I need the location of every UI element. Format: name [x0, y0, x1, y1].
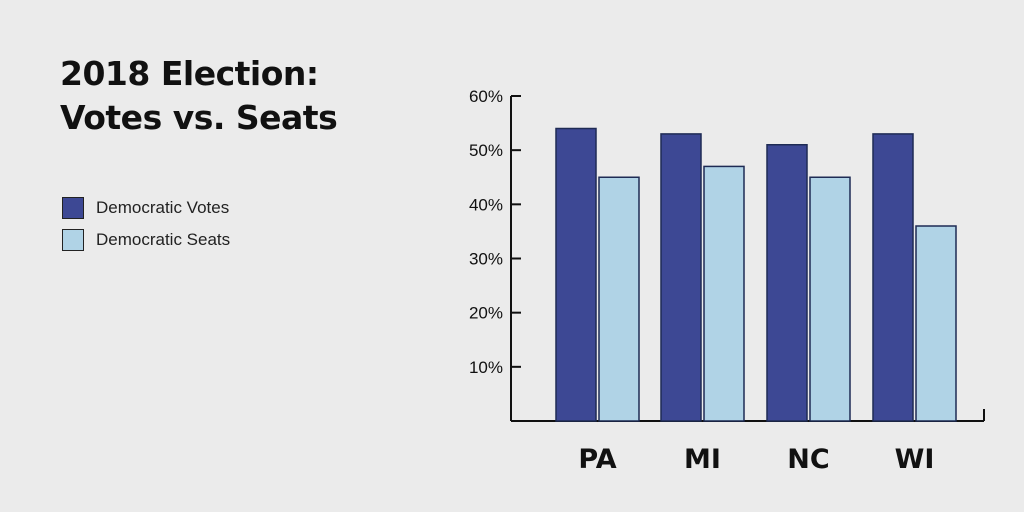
bar-democratic-votes — [660, 133, 702, 422]
legend-label-seats: Democratic Seats — [96, 230, 231, 249]
y-tick-label: 50% — [469, 141, 503, 160]
chart-title-line-2: Votes vs. Seats — [60, 98, 338, 137]
y-tick-label: 30% — [469, 250, 503, 269]
bar-democratic-votes — [555, 127, 597, 422]
bar-democratic-seats — [598, 176, 640, 422]
x-tick-label: PA — [578, 444, 616, 475]
legend: Democratic Votes Democratic Seats — [62, 196, 230, 260]
legend-swatch-seats — [62, 229, 84, 251]
x-tick-label: NC — [787, 444, 829, 475]
bar-democratic-seats — [809, 176, 851, 422]
y-tick-label: 20% — [469, 304, 503, 323]
bar-democratic-seats — [703, 165, 745, 422]
chart-title: 2018 Election: Votes vs. Seats — [60, 52, 338, 140]
legend-swatch-votes — [62, 197, 84, 219]
legend-item-votes: Democratic Votes — [62, 196, 230, 220]
x-tick-label: MI — [684, 444, 721, 475]
bar-democratic-seats — [915, 225, 957, 422]
x-tick-label: WI — [895, 444, 935, 475]
bar-democratic-votes — [766, 144, 808, 422]
legend-label-votes: Democratic Votes — [96, 198, 230, 217]
y-tick-label: 40% — [469, 195, 503, 214]
y-tick-label: 10% — [469, 358, 503, 377]
legend-item-seats: Democratic Seats — [62, 228, 230, 252]
bar-democratic-votes — [872, 133, 914, 422]
y-tick-label: 60% — [469, 87, 503, 106]
chart-title-line-1: 2018 Election: — [60, 54, 319, 93]
